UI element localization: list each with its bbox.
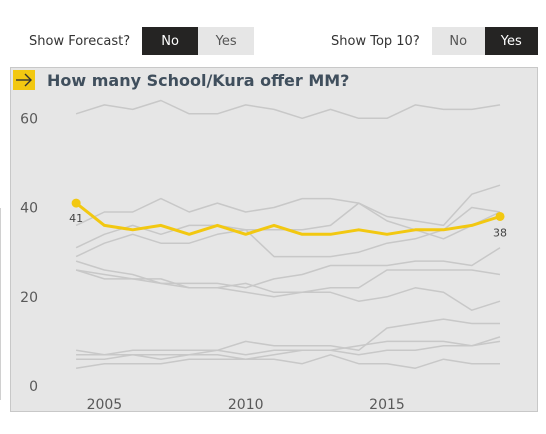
show-top10-toggle: Show Top 10? No Yes [331, 27, 538, 55]
series-line [75, 269, 501, 311]
forecast-no-button[interactable]: No [142, 27, 199, 55]
line-chart: 0 20 40 60 2005 2010 2015 41 38 [20, 99, 507, 411]
line-chart-card: 0 20 40 60 2005 2010 2015 41 38 How many School/… [10, 67, 538, 412]
y-tick-label: 0 [29, 379, 38, 395]
series-line [75, 247, 501, 289]
forecast-yes-button[interactable]: Yes [198, 27, 255, 55]
arrow-right-icon[interactable] [13, 70, 35, 90]
top10-no-button[interactable]: No [431, 27, 485, 55]
top10-yes-button[interactable]: Yes [484, 27, 538, 55]
x-tick-label: 2015 [369, 397, 405, 411]
y-tick-label: 40 [20, 201, 38, 217]
chart-title: How many School/Kura offer MM? [47, 71, 350, 90]
series-line [75, 99, 501, 120]
x-tick-label: 2010 [228, 397, 264, 411]
series-line [75, 206, 501, 258]
y-tick-label: 20 [20, 290, 38, 306]
start-data-label: 41 [69, 212, 83, 225]
series-line [76, 340, 501, 356]
series-line [76, 336, 501, 360]
left-edge-divider [0, 208, 4, 400]
series-line [75, 318, 500, 356]
x-tick-label: 2005 [87, 397, 123, 411]
series-line [75, 354, 500, 369]
end-data-label: 38 [493, 226, 507, 239]
series-line [75, 202, 501, 249]
show-forecast-toggle: Show Forecast? No Yes [29, 27, 255, 55]
series-line [75, 184, 501, 227]
highlight-start-point [71, 198, 81, 208]
show-forecast-label: Show Forecast? [29, 33, 131, 49]
highlight-series-line [75, 201, 501, 236]
y-tick-label: 60 [20, 111, 38, 127]
highlight-end-point [495, 211, 505, 221]
series-line [75, 269, 501, 294]
show-top10-label: Show Top 10? [331, 33, 420, 49]
